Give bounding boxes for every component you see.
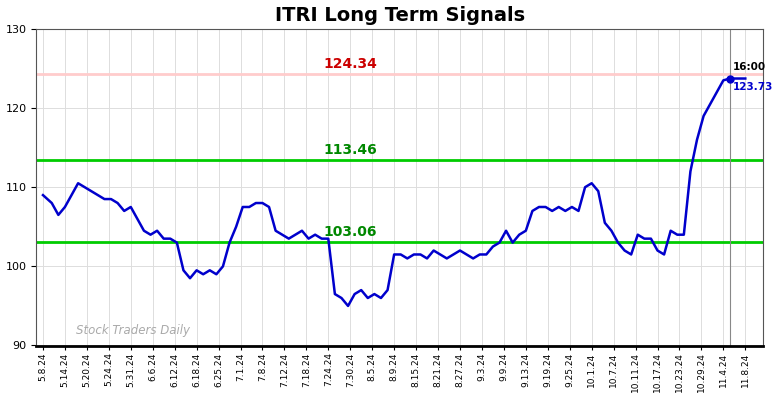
Text: 16:00: 16:00 (733, 62, 766, 72)
Text: 123.73: 123.73 (733, 82, 774, 92)
Text: 113.46: 113.46 (323, 142, 377, 157)
Title: ITRI Long Term Signals: ITRI Long Term Signals (274, 6, 524, 25)
Text: Stock Traders Daily: Stock Traders Daily (76, 324, 190, 337)
Text: 103.06: 103.06 (324, 225, 377, 239)
Text: 124.34: 124.34 (323, 57, 377, 70)
